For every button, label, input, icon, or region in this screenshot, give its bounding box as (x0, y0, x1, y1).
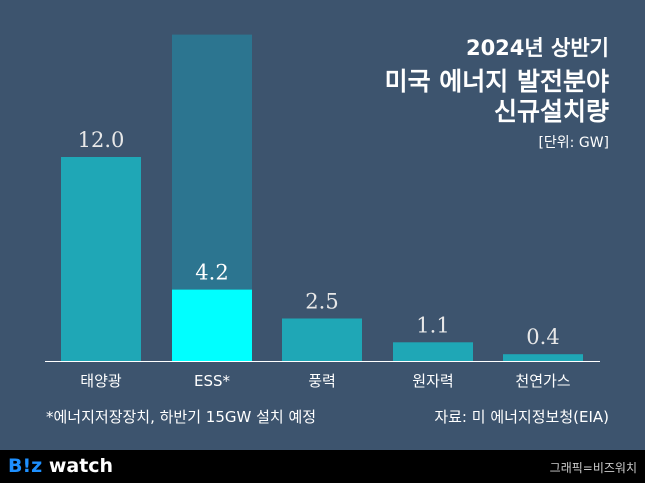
value-label: 2.5 (305, 290, 338, 314)
category-label: 태양광 (80, 372, 122, 390)
bar-3 (393, 342, 473, 361)
category-label: ESS* (194, 372, 231, 390)
footnote: *에너지저장장치, 하반기 15GW 설치 예정 (46, 408, 317, 426)
value-label: 12.0 (78, 128, 125, 152)
category-label: 천연가스 (515, 372, 570, 390)
title-line-2: 미국 에너지 발전분야 (384, 67, 609, 96)
unit-label: [단위: GW] (538, 135, 609, 151)
bar-0 (61, 157, 141, 361)
title-line-3: 신규설치량 (493, 97, 609, 126)
title-line-1: 2024년 상반기 (465, 36, 609, 60)
source: 자료: 미 에너지정보청(EIA) (434, 408, 609, 426)
category-label: 풍력 (308, 372, 336, 390)
category-label: 원자력 (412, 372, 453, 390)
bar-1 (172, 289, 252, 361)
graphic-credit: 그래픽=비즈워치 (549, 461, 637, 475)
bar-chart: 12.0 태양광 4.2 ESS* 2.5 풍력 1.1 원자력 0.4 천연가스 (45, 34, 600, 390)
value-label: 1.1 (416, 313, 449, 337)
value-label: 0.4 (526, 325, 559, 349)
planned-bar (172, 34, 252, 290)
value-label: 4.2 (195, 261, 228, 285)
bar-2 (282, 318, 362, 361)
footer-bar: B!z watch 그래픽=비즈워치 (0, 450, 645, 483)
bar-4 (503, 354, 583, 361)
bizwatch-logo: B!z watch (8, 455, 114, 477)
